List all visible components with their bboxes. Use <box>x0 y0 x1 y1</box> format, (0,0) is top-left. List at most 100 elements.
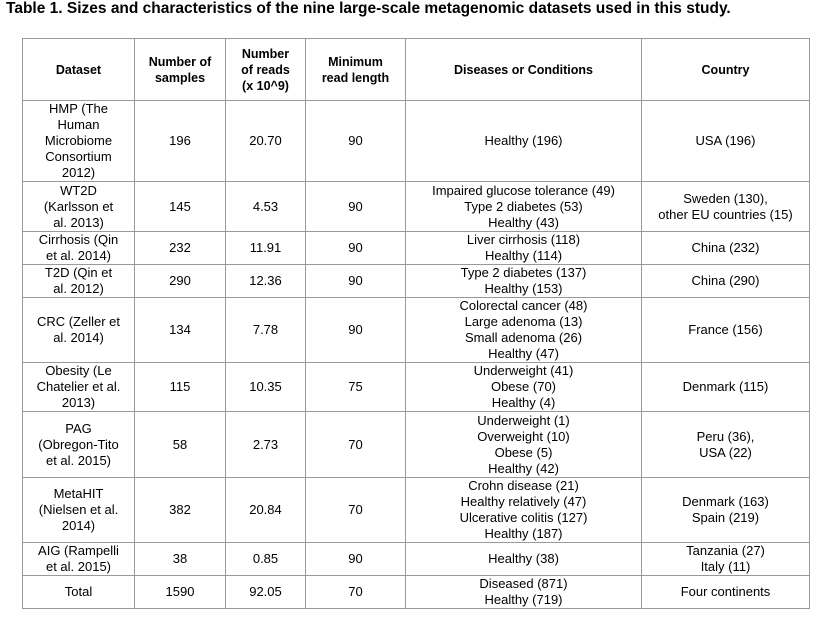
cell-line: Spain (219) <box>691 510 760 525</box>
cell-line: al. 2012) <box>53 281 104 296</box>
table-cell: Peru (36), USA (22) <box>641 411 810 478</box>
table-cell: Total <box>22 575 135 609</box>
table-cell: Tanzania (27) Italy (11) <box>641 542 810 576</box>
table-cell: Obesity (Le Chatelier et al. 2013) <box>22 362 135 412</box>
table-cell: 58 <box>134 411 226 478</box>
cell-line: (Obregon-Tito <box>38 436 119 452</box>
table-cell: Type 2 diabetes (137) Healthy (153) <box>405 264 642 298</box>
cell-line: Four continents <box>680 584 771 599</box>
cell-line: 4.53 <box>252 198 279 214</box>
table-cell: 90 <box>305 297 406 363</box>
cell-line: Tanzania (27) <box>686 543 765 558</box>
table-cell: China (232) <box>641 231 810 265</box>
cell-line: Sweden (130), <box>683 190 768 206</box>
table-cell: Sweden (130), other EU countries (15) <box>641 181 810 232</box>
cell-line: CRC (Zeller et <box>36 314 121 329</box>
cell-line: Denmark (163) <box>682 494 769 509</box>
cell-line: Overweight (10) <box>477 428 570 444</box>
data-table: Dataset Number of samples Number of reads (x … <box>22 38 810 609</box>
cell-line: Healthy (38) <box>488 551 559 566</box>
table-cell: 90 <box>305 264 406 298</box>
table-cell: 115 <box>134 362 226 412</box>
cell-line: Dataset <box>55 62 102 77</box>
cell-line: 2013) <box>61 395 96 410</box>
table-cell: MetaHIT (Nielsen et al. 2014) <box>22 477 135 543</box>
table-row: T2D (Qin et al. 2012) 290 12.36 90 Type 2 dia… <box>22 264 810 298</box>
cell-line: 2.73 <box>252 436 279 452</box>
table-row: HMP (The Human Microbiome Consortium 2012) 19… <box>22 100 810 182</box>
cell-line: Obese (70) <box>490 379 557 394</box>
cell-line: 20.84 <box>249 502 282 517</box>
cell-line: Country <box>701 62 750 77</box>
cell-line: 2012) <box>61 165 96 180</box>
cell-line: Healthy (187) <box>484 526 563 541</box>
cell-line: France (156) <box>688 322 763 337</box>
table-cell: 38 <box>134 542 226 576</box>
cell-line: read length <box>321 70 390 85</box>
header-cell: Number of samples <box>134 38 226 101</box>
cell-line: other EU countries (15) <box>658 206 793 222</box>
table-cell: 90 <box>305 100 406 182</box>
table-caption: Table 1. Sizes and characteristics of th… <box>6 0 731 17</box>
table-cell: 145 <box>134 181 226 232</box>
cell-line: Total <box>64 584 93 599</box>
table-cell: CRC (Zeller et al. 2014) <box>22 297 135 363</box>
table-row: MetaHIT (Nielsen et al. 2014) 382 20.84 70 Cro… <box>22 477 810 543</box>
cell-line: 2014) <box>61 518 96 533</box>
cell-line: WT2D <box>60 182 97 198</box>
cell-line: HMP (The <box>49 101 108 116</box>
table-cell: 2.73 <box>225 411 306 478</box>
cell-line: Healthy (4) <box>491 395 556 410</box>
header-cell: Minimum read length <box>305 38 406 101</box>
table-row: Cirrhosis (Qin et al. 2014) 232 11.91 90 Live… <box>22 231 810 265</box>
cell-line: 92.05 <box>249 584 282 599</box>
table-row: WT2D (Karlsson et al. 2013) 145 4.53 90 Impair… <box>22 181 810 232</box>
cell-line: Impaired glucose tolerance (49) <box>432 182 615 198</box>
cell-line: Microbiome <box>44 133 113 148</box>
table-cell: Impaired glucose tolerance (49) Type 2 di… <box>405 181 642 232</box>
cell-line: Peru (36), <box>696 428 755 444</box>
table-cell: Four continents <box>641 575 810 609</box>
cell-line: Small adenoma (26) <box>464 330 583 345</box>
table-row: AIG (Rampelli et al. 2015) 38 0.85 90 Healthy… <box>22 542 810 576</box>
cell-line: Healthy (114) <box>484 248 563 263</box>
table-cell: 232 <box>134 231 226 265</box>
cell-line: Minimum <box>328 54 383 69</box>
cell-line: MetaHIT <box>53 486 104 501</box>
cell-line: Underweight (1) <box>477 412 570 428</box>
cell-line: Underweight (41) <box>473 363 574 378</box>
header-cell: Number of reads (x 10^9) <box>225 38 306 101</box>
cell-line: et al. 2015) <box>45 452 112 468</box>
cell-line: 90 <box>348 273 363 288</box>
cell-line: 90 <box>348 551 363 566</box>
table-cell: 20.70 <box>225 100 306 182</box>
table-cell: Crohn disease (21) Healthy relatively (47… <box>405 477 642 543</box>
cell-line: (Nielsen et al. <box>38 502 119 517</box>
cell-line: USA (22) <box>699 444 752 460</box>
cell-line: 90 <box>348 240 363 255</box>
table-cell: 11.91 <box>225 231 306 265</box>
table-row: CRC (Zeller et al. 2014) 134 7.78 90 Colorect… <box>22 297 810 363</box>
cell-line: Italy (11) <box>700 559 751 574</box>
table-cell: 10.35 <box>225 362 306 412</box>
cell-line: 70 <box>348 584 363 599</box>
table-cell: Denmark (163) Spain (219) <box>641 477 810 543</box>
cell-line: al. 2014) <box>53 330 104 345</box>
cell-line: Healthy (43) <box>488 214 559 230</box>
cell-line: Consortium <box>45 149 112 164</box>
table-row: Obesity (Le Chatelier et al. 2013) 115 10.35… <box>22 362 810 412</box>
header-cell: Diseases or Conditions <box>405 38 642 101</box>
cell-line: Diseases or Conditions <box>454 62 593 77</box>
table-cell: Cirrhosis (Qin et al. 2014) <box>22 231 135 265</box>
cell-line: 58 <box>172 436 188 452</box>
cell-line: 0.85 <box>252 551 279 566</box>
cell-line: Type 2 diabetes (53) <box>464 198 583 214</box>
table-cell: WT2D (Karlsson et al. 2013) <box>22 181 135 232</box>
cell-line: 232 <box>169 240 191 255</box>
cell-line: Cirrhosis (Qin <box>38 232 119 247</box>
cell-line: 290 <box>169 273 191 288</box>
table-cell: 196 <box>134 100 226 182</box>
cell-line: al. 2013) <box>53 214 104 230</box>
table-cell: Colorectal cancer (48) Large adenoma (13)… <box>405 297 642 363</box>
cell-line: 10.35 <box>249 379 282 394</box>
